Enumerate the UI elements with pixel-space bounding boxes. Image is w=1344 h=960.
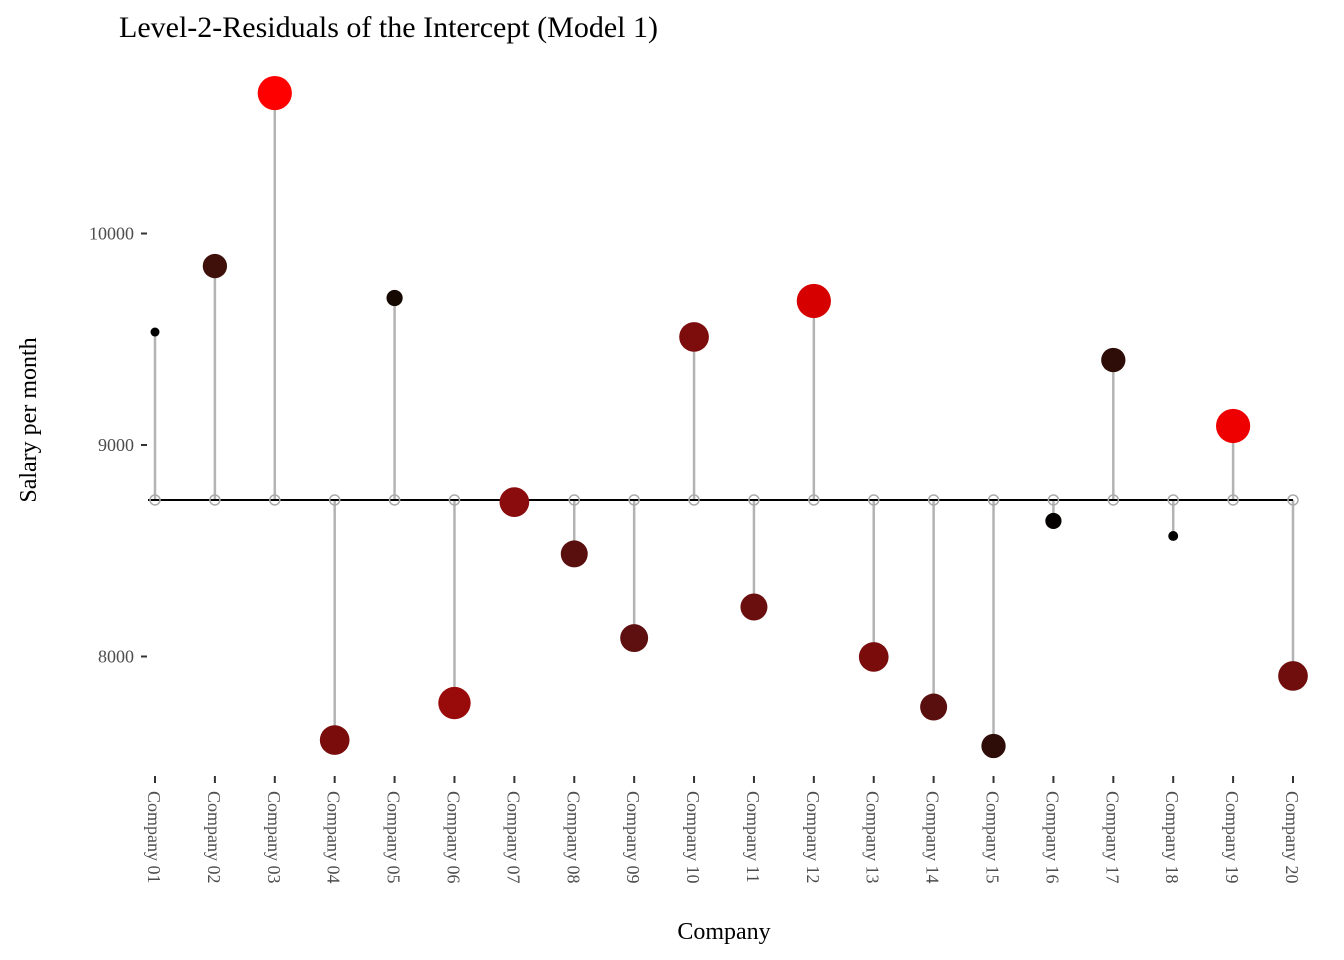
y-tick-label: 10000: [89, 224, 134, 244]
points: [150, 75, 1308, 759]
base-marker: [328, 494, 341, 506]
data-point: [1278, 661, 1308, 691]
base-marker: [209, 494, 221, 506]
base-marker: [628, 494, 640, 506]
base-marker: [448, 494, 461, 506]
data-point: [319, 725, 350, 755]
data-point: [1045, 512, 1062, 530]
y-tick-label: 9000: [98, 435, 134, 455]
x-tick-label: Company 07: [503, 791, 523, 884]
base-markers: [149, 494, 1299, 506]
data-point: [150, 327, 160, 337]
base-marker: [688, 494, 700, 506]
x-axis-label: Company: [677, 919, 770, 945]
x-tick-label: Company 08: [563, 791, 583, 884]
x-tick-label: Company 16: [1042, 791, 1062, 884]
base-marker: [1047, 494, 1060, 506]
data-point: [620, 624, 649, 653]
base-marker: [269, 494, 281, 506]
data-point: [1216, 408, 1251, 444]
x-tick-label: Company 13: [863, 791, 883, 884]
base-marker: [1107, 494, 1120, 506]
y-tick-label: 8000: [98, 647, 134, 667]
x-tick-label: Company 12: [803, 791, 823, 884]
data-point: [499, 487, 530, 517]
x-tick-label: Company 04: [324, 791, 344, 884]
data-point: [858, 642, 889, 672]
data-point: [920, 693, 948, 721]
base-marker: [1287, 494, 1299, 506]
x-tick-label: Company 17: [1102, 791, 1122, 884]
base-marker: [1227, 494, 1239, 506]
base-marker: [867, 494, 880, 506]
stems: [153, 93, 1295, 746]
data-point: [386, 289, 403, 307]
x-tick-label: Company 06: [443, 791, 463, 884]
base-marker: [927, 494, 940, 506]
x-tick-label: Company 19: [1222, 791, 1242, 884]
x-tick-label: Company 14: [923, 791, 943, 884]
chart-title: Level-2-Residuals of the Intercept (Mode…: [119, 11, 658, 44]
data-point: [981, 733, 1006, 759]
y-axis-label: Salary per month: [16, 337, 42, 502]
x-tick-label: Company 20: [1282, 791, 1302, 884]
data-point: [560, 540, 588, 568]
data-point: [257, 75, 292, 111]
x-tick-label: Company 09: [623, 791, 643, 884]
x-tick-label: Company 10: [683, 791, 703, 884]
data-point: [679, 322, 709, 352]
data-point: [438, 686, 471, 720]
x-tick-label: Company 18: [1162, 791, 1182, 884]
base-marker: [149, 494, 161, 506]
x-tick-label: Company 01: [144, 791, 164, 884]
base-marker: [388, 494, 401, 506]
data-point: [202, 253, 228, 279]
data-point: [796, 283, 831, 319]
base-marker: [808, 494, 820, 506]
y-axis: 8000 9000 10000: [89, 224, 147, 667]
x-tick-label: Company 03: [264, 791, 284, 884]
base-marker: [1167, 494, 1179, 506]
x-tick-label: Company 05: [384, 791, 404, 884]
data-point: [1168, 530, 1179, 541]
data-point: [1101, 347, 1126, 373]
x-tick-label: Company 02: [204, 791, 224, 884]
base-marker: [987, 494, 1000, 506]
x-axis: Company 01 Company 02 Company 03 Company 04…: [144, 776, 1302, 884]
x-tick-label: Company 11: [743, 791, 763, 883]
base-marker: [568, 494, 581, 506]
base-marker: [748, 494, 760, 506]
data-point: [740, 593, 768, 621]
x-tick-label: Company 15: [983, 791, 1003, 884]
